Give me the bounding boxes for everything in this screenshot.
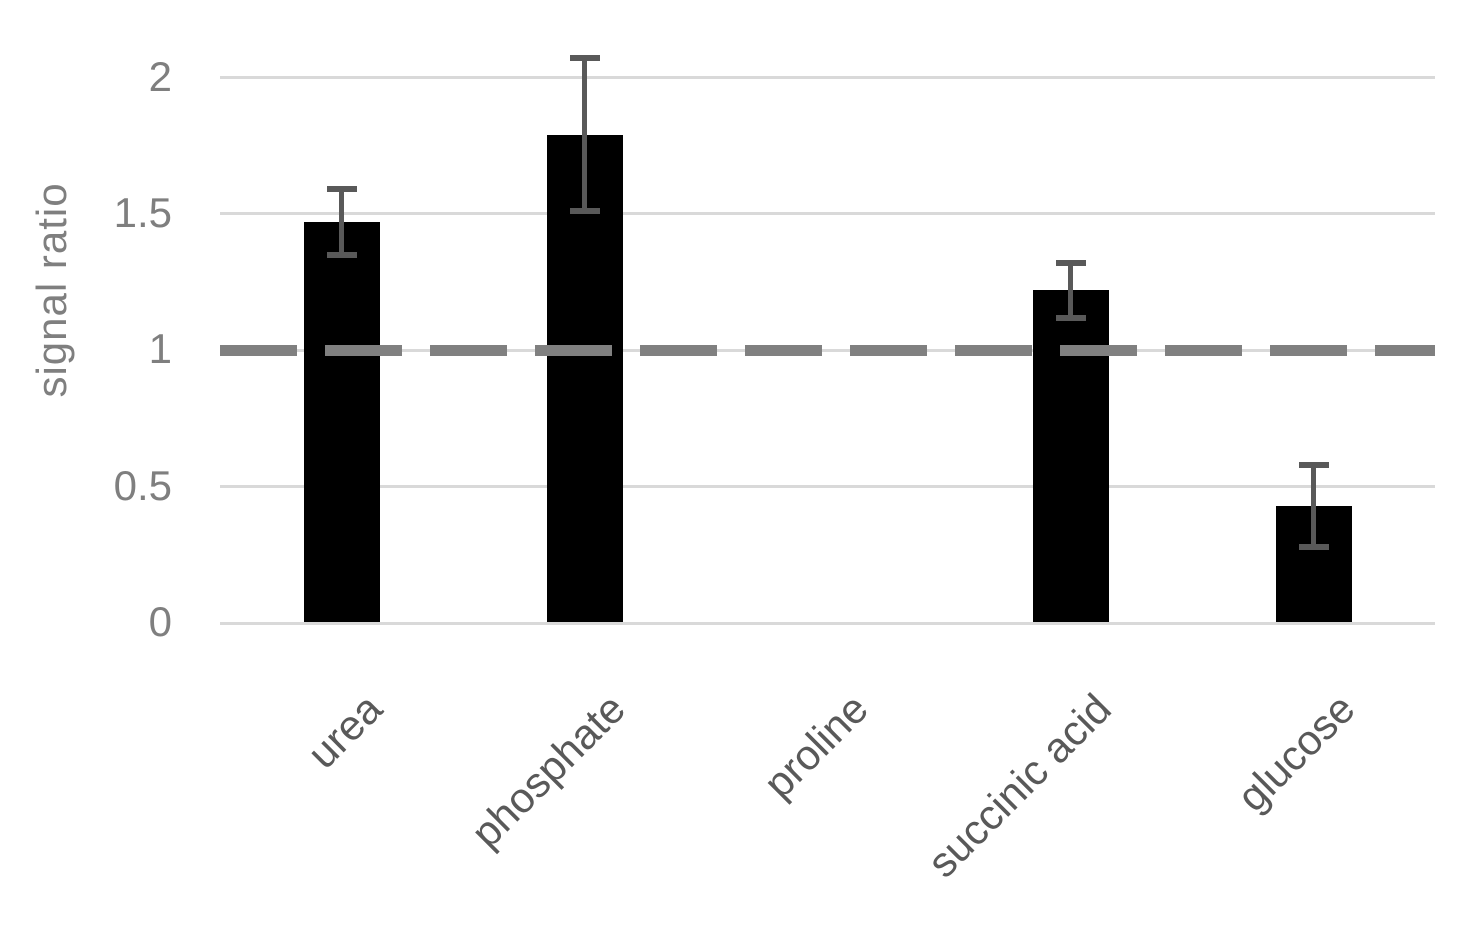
error-bar-cap [1055, 259, 1086, 266]
gridline [220, 76, 1435, 79]
x-tick-label-proline: proline [754, 684, 878, 807]
error-bar-cap [569, 55, 600, 62]
x-tick-label-phosphate: phosphate [462, 684, 635, 857]
bar-urea [303, 222, 380, 622]
error-bar-glucose [1311, 464, 1316, 547]
error-bar-urea [339, 189, 344, 255]
x-tick-label-glucose: glucose [1227, 684, 1364, 821]
y-tick-label: 2 [148, 52, 172, 100]
bar-succinic-acid [1032, 290, 1109, 622]
y-tick-label: 0 [148, 598, 172, 646]
error-bar-succinic-acid [1068, 262, 1073, 318]
error-bar-phosphate [582, 58, 587, 212]
reference-line [220, 344, 1435, 356]
y-tick-label: 0.5 [113, 461, 172, 509]
error-bar-cap [1055, 314, 1086, 321]
gridline [220, 621, 1435, 625]
error-bar-cap [326, 251, 357, 258]
x-tick-label-succinic-acid: succinic acid [918, 684, 1121, 887]
y-tick-label: 1.5 [113, 189, 172, 237]
y-tick-label: 1 [148, 325, 172, 373]
y-axis-title: signal ratio [28, 182, 75, 398]
gridline [220, 485, 1435, 489]
error-bar-cap [1298, 543, 1329, 550]
error-bar-cap [326, 186, 357, 193]
error-bar-cap [1298, 461, 1329, 468]
gridline [220, 212, 1435, 216]
x-tick-label-urea: urea [298, 684, 392, 778]
error-bar-cap [569, 208, 600, 215]
bar-phosphate [546, 134, 623, 622]
